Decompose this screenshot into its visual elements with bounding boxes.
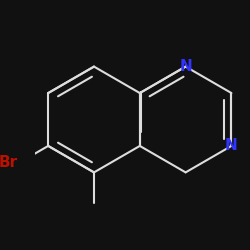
Text: N: N bbox=[179, 59, 192, 74]
Text: Br: Br bbox=[0, 155, 18, 170]
Text: N: N bbox=[225, 138, 238, 154]
